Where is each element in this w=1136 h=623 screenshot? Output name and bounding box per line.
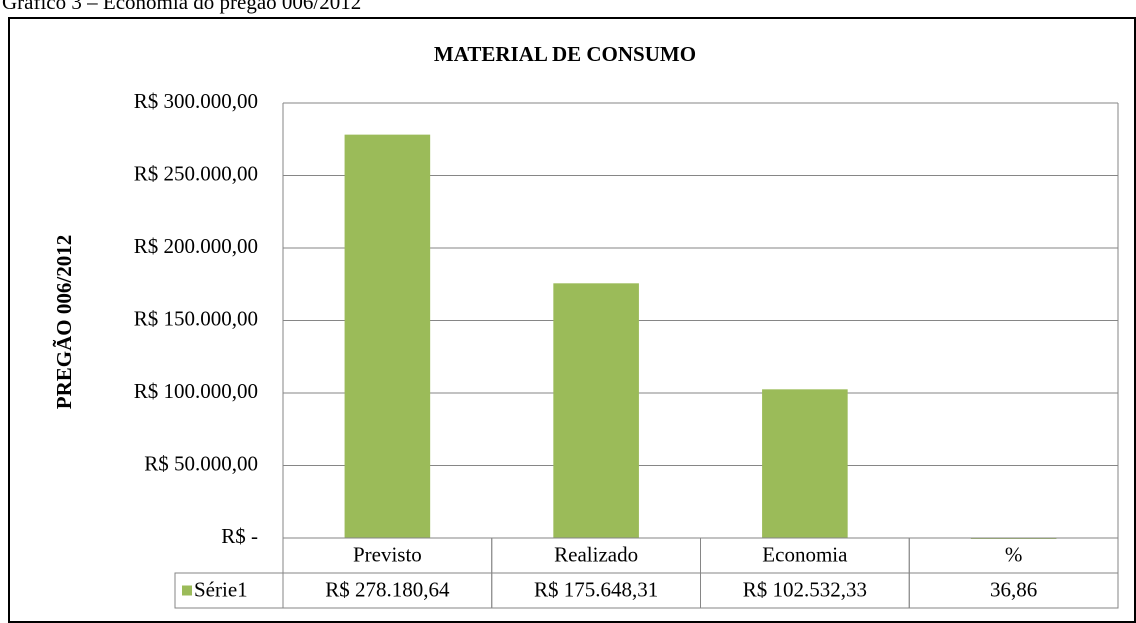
- y-tick-label: R$ -: [221, 524, 258, 548]
- y-tick-label: R$ 250.000,00: [134, 161, 258, 185]
- caption: Gráfico 3 – Economia do pregão 006/2012: [2, 0, 361, 14]
- data-label: R$ 102.532,33: [743, 577, 867, 601]
- y-axis-label: PREGÃO 006/2012: [52, 235, 76, 409]
- legend-label: Série1: [194, 577, 248, 601]
- y-tick-label: R$ 100.000,00: [134, 379, 258, 403]
- table-cell: [908, 537, 1119, 574]
- y-tick-label: R$ 150.000,00: [134, 306, 258, 330]
- data-label: 36,86: [990, 577, 1037, 601]
- y-tick-label: R$ 300.000,00: [134, 89, 258, 113]
- x-tick-label: Economia: [762, 542, 848, 566]
- data-label: R$ 175.648,31: [534, 577, 658, 601]
- bar: [762, 389, 848, 538]
- x-tick-label: %: [1005, 542, 1023, 566]
- x-tick-label: Previsto: [353, 542, 422, 566]
- data-label: R$ 278.180,64: [325, 577, 450, 601]
- bar: [344, 134, 431, 539]
- y-tick-label: R$ 200.000,00: [134, 234, 258, 258]
- y-tick-label: R$ 50.000,00: [144, 451, 258, 475]
- chart-title: MATERIAL DE CONSUMO: [434, 42, 696, 66]
- x-tick-label: Realizado: [554, 542, 638, 566]
- legend-swatch: [182, 585, 192, 596]
- bar: [553, 283, 639, 538]
